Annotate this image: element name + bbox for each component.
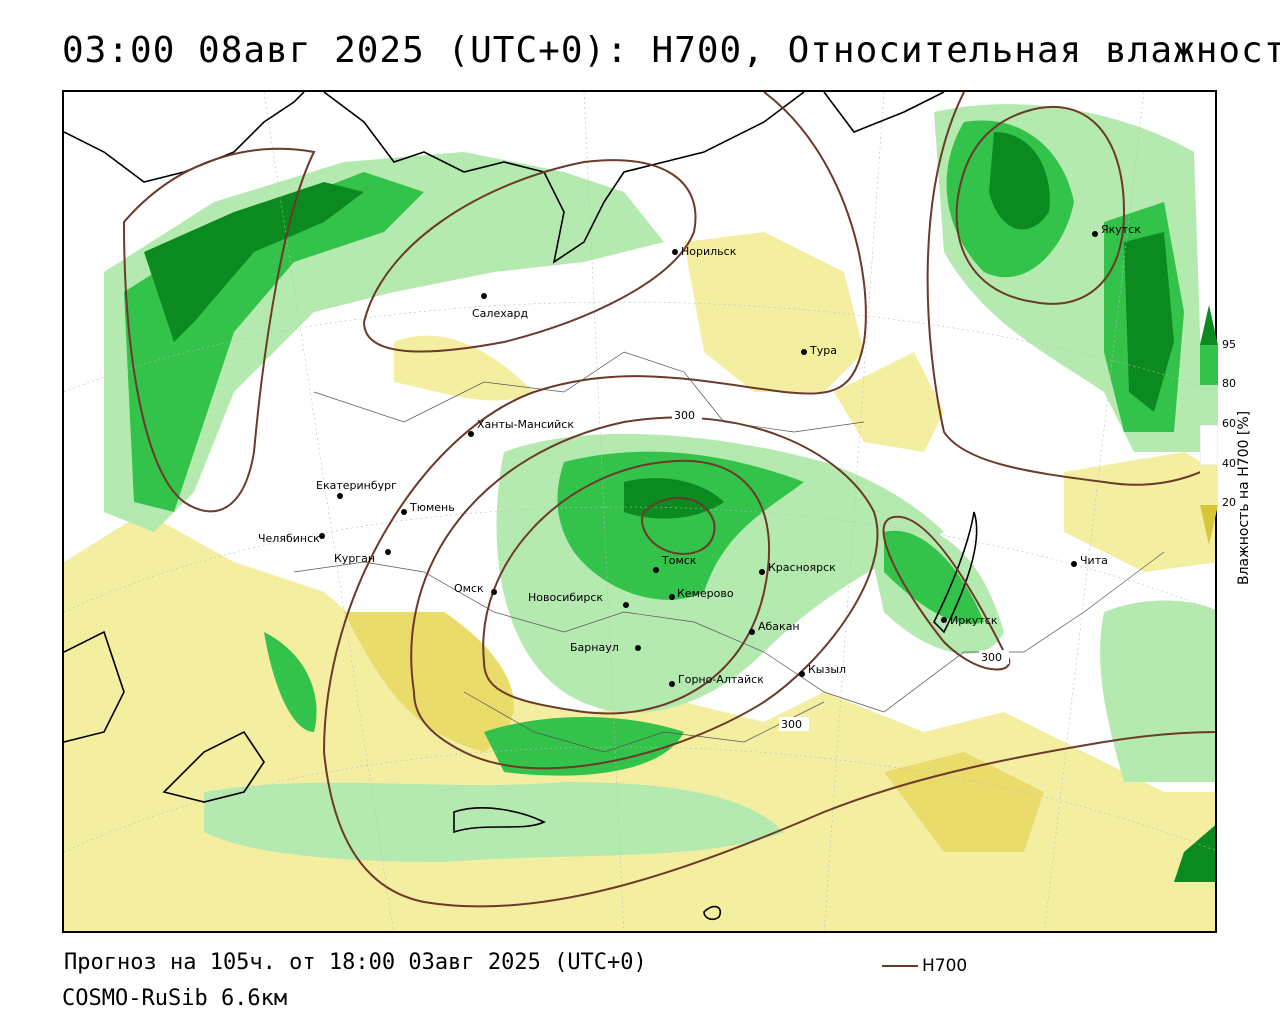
contour-legend-label: H700 (922, 956, 968, 976)
h700-contours (122, 92, 1215, 908)
colorbar-tick: 80 (1222, 377, 1236, 390)
contour-labels: 300 300 300 (672, 408, 1009, 731)
city-label: Челябинск (258, 532, 320, 545)
city-label: Ханты-Мансийск (477, 418, 574, 431)
colorbar-tick: 95 (1222, 338, 1236, 351)
city-label: Кемерово (677, 587, 734, 600)
city-label: Салехард (472, 307, 528, 320)
graticule (64, 92, 1215, 931)
contour-legend: H700 (882, 956, 967, 976)
admin-borders (293, 351, 1165, 753)
contour-line-swatch (882, 965, 918, 967)
map-title: 03:00 08авг 2025 (UTC+0): H700, Относите… (62, 30, 1280, 71)
contour-label: 300 (781, 718, 802, 731)
city-label: Чита (1080, 554, 1108, 567)
colorbar-tick: 20 (1222, 496, 1236, 509)
city-label: Новосибирск (528, 591, 603, 604)
city-label: Горно-Алтайск (678, 673, 764, 686)
humidity-colorbar (1200, 305, 1218, 545)
city-label: Кызыл (808, 663, 846, 676)
city-label: Екатеринбург (316, 479, 397, 492)
contour-label: 300 (981, 651, 1002, 664)
weather-map[interactable]: 300 300 300 Норильск Салехард Тура Якутс… (62, 90, 1217, 933)
city-label: Курган (334, 552, 375, 565)
map-canvas: 300 300 300 Норильск Салехард Тура Якутс… (64, 92, 1215, 931)
city-label: Норильск (681, 245, 737, 258)
coastline (64, 92, 978, 920)
contour-label: 300 (674, 409, 695, 422)
colorbar-tick: 40 (1222, 457, 1236, 470)
model-name: COSMO-RuSib 6.6км (62, 986, 288, 1011)
forecast-info: Прогноз на 105ч. от 18:00 03авг 2025 (UT… (64, 950, 647, 975)
city-label: Абакан (758, 620, 800, 633)
humidity-field (64, 104, 1215, 931)
city-label: Красноярск (768, 561, 836, 574)
city-label: Омск (454, 582, 484, 595)
colorbar-label: Влажность на H700 [%] (1236, 410, 1252, 585)
city-label: Иркутск (950, 614, 998, 627)
city-label: Тюмень (409, 501, 455, 514)
city-label: Якутск (1101, 223, 1141, 236)
city-label: Барнаул (570, 641, 619, 654)
colorbar-tick: 60 (1222, 417, 1236, 430)
city-label: Тура (809, 344, 837, 357)
city-markers: Норильск Салехард Тура Якутск Ханты-Манс… (258, 223, 1141, 687)
city-label: Томск (661, 554, 697, 567)
